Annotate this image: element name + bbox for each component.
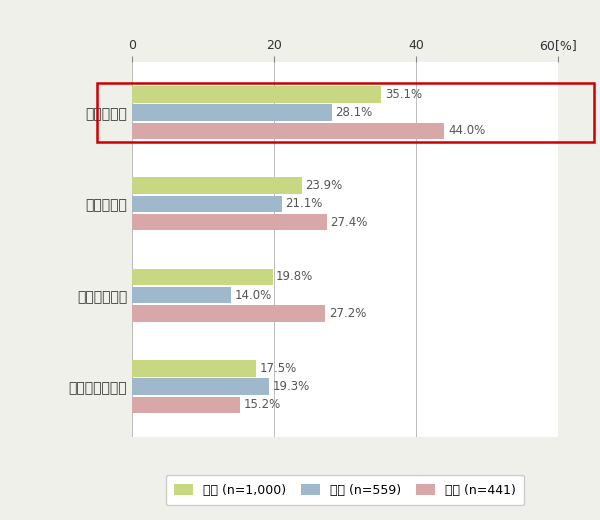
Text: 14.0%: 14.0% [235,289,272,302]
Text: 19.3%: 19.3% [272,380,310,393]
Bar [132,379,269,395]
Bar [132,397,240,413]
Bar [132,123,445,139]
Text: 17.5%: 17.5% [260,362,297,375]
Text: 28.1%: 28.1% [335,106,373,119]
Bar [132,287,232,304]
Text: 35.1%: 35.1% [385,88,422,101]
Text: 27.4%: 27.4% [330,216,367,229]
Bar [132,177,302,194]
Text: 23.9%: 23.9% [305,179,343,192]
Text: 15.2%: 15.2% [244,398,281,411]
Text: 19.8%: 19.8% [276,270,313,283]
Text: 21.1%: 21.1% [286,198,323,211]
Bar [132,360,256,376]
Bar [132,105,332,121]
Legend: 全体 (n=1,000), 男性 (n=559), 女性 (n=441): 全体 (n=1,000), 男性 (n=559), 女性 (n=441) [166,475,524,505]
Bar [132,214,326,230]
Text: 44.0%: 44.0% [448,124,485,137]
Bar [132,305,325,322]
Bar [132,86,381,102]
Text: 27.2%: 27.2% [329,307,366,320]
Bar [132,196,282,212]
Bar [132,269,272,285]
